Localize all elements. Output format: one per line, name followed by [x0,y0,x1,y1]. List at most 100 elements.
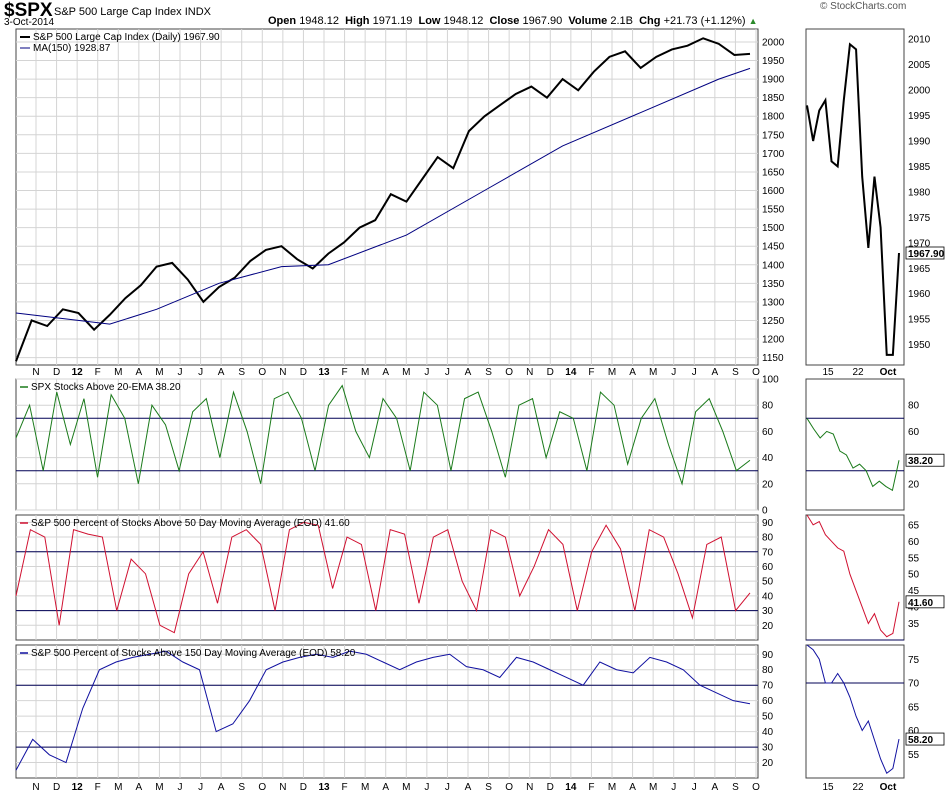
x-tick-label-bottom: D [300,782,307,793]
x-tick-label-bottom: 12 [72,782,84,793]
low-value: 1948.12 [443,15,484,27]
y-tick-label: 0 [762,506,768,517]
zoom-y-tick-label: 1990 [908,137,931,148]
y-tick-label: 90 [762,650,774,661]
x-tick-label: F [588,367,594,378]
zoom-series-line [806,418,900,492]
zoom-y-tick-label: 60 [908,427,920,438]
low-label: Low [418,15,441,27]
y-tick-label: 1400 [762,260,785,271]
x-tick-label-bottom: M [649,782,657,793]
x-tick-label: A [136,367,143,378]
y-tick-label: 50 [762,577,774,588]
y-tick-label: 1650 [762,167,785,178]
panel-title: S&P 500 Percent of Stocks Above 50 Day M… [31,518,350,529]
zoom-panel-frame [805,514,905,641]
last-value-label: 38.20 [908,456,933,467]
zoom-y-tick-label: 70 [908,679,920,690]
panel-frame [15,644,759,779]
x-tick-label-bottom: F [95,782,101,793]
x-tick-label: M [608,367,616,378]
x-tick-label: M [361,367,369,378]
y-tick-label: 1700 [762,149,785,160]
x-tick-label-bottom: A [382,782,389,793]
x-tick-label: D [300,367,307,378]
x-tick-label: N [526,367,533,378]
y-tick-label: 1250 [762,316,785,327]
zoom-x-tick-label-bottom: 15 [822,782,834,793]
x-tick-label: S [732,367,739,378]
y-tick-label: 90 [762,518,774,529]
zoom-panel-frame [805,28,905,366]
last-value-label: 1967.90 [908,249,945,260]
panel-frame [15,28,759,366]
x-tick-label: J [671,367,676,378]
series-line [15,650,751,771]
x-tick-label-bottom: M [608,782,616,793]
x-tick-label: J [178,367,183,378]
y-tick-label: 2000 [762,37,785,48]
zoom-series-line [806,42,900,356]
x-tick-label: A [629,367,636,378]
x-tick-label: O [258,367,266,378]
x-tick-label: O [505,367,513,378]
panel-frame [15,514,759,641]
x-tick-label-bottom: A [136,782,143,793]
zoom-panel-frame [805,644,905,779]
volume-value: 2.1B [610,15,633,27]
x-tick-label: F [95,367,101,378]
last-value-badge [905,453,945,467]
zoom-series-line [806,514,900,638]
y-tick-label: 70 [762,681,774,692]
zoom-y-tick-label: 1965 [908,264,931,275]
zoom-y-tick-label: 60 [908,726,920,737]
x-tick-label-bottom: D [53,782,60,793]
last-value-badge [905,246,945,260]
y-tick-label: 1450 [762,242,785,253]
y-tick-label: 60 [762,696,774,707]
zoom-y-tick-label: 1960 [908,289,931,300]
last-value-label: 41.60 [908,598,933,609]
zoom-x-tick-label-bottom: 22 [852,782,864,793]
x-tick-label: S [238,367,245,378]
panel-frame [15,378,759,511]
x-tick-label-bottom: S [485,782,492,793]
zoom-y-tick-label: 60 [908,537,920,548]
y-tick-label: 20 [762,758,774,769]
y-tick-label: 1850 [762,93,785,104]
zoom-y-tick-label: 1995 [908,111,931,122]
x-tick-label: 14 [565,367,577,378]
chg-label: Chg [639,15,661,27]
x-tick-label: N [32,367,39,378]
open-label: Open [268,15,297,27]
y-tick-label: 1600 [762,186,785,197]
x-tick-label: M [649,367,657,378]
x-tick-label: D [547,367,554,378]
x-tick-label: F [342,367,348,378]
zoom-y-tick-label: 35 [908,619,920,630]
x-tick-label-bottom: A [465,782,472,793]
y-tick-label: 50 [762,712,774,723]
x-tick-label-bottom: A [629,782,636,793]
y-tick-label: 1950 [762,56,785,67]
volume-label: Volume [568,15,608,27]
zoom-y-tick-label: 2000 [908,86,931,97]
zoom-x-tick-label: Oct [880,367,897,378]
zoom-y-tick-label: 65 [908,520,920,531]
x-tick-label-bottom: J [198,782,203,793]
x-tick-label: J [692,367,697,378]
zoom-y-tick-label: 1985 [908,162,931,173]
brand-label: © StockCharts.com [820,1,907,12]
zoom-y-tick-label: 55 [908,750,920,761]
zoom-x-tick-label-bottom: Oct [880,782,897,793]
y-tick-label: 30 [762,606,774,617]
zoom-y-tick-label: 2005 [908,60,931,71]
y-tick-label: 1800 [762,112,785,123]
zoom-panel-frame [805,378,905,511]
x-tick-label: D [53,367,60,378]
x-tick-label-bottom: O [258,782,266,793]
y-tick-label: 1900 [762,75,785,86]
last-value-badge [905,595,945,609]
zoom-y-tick-label: 45 [908,586,920,597]
quote-line: Open 1948.12 High 1971.19 Low 1948.12 Cl… [268,15,758,27]
